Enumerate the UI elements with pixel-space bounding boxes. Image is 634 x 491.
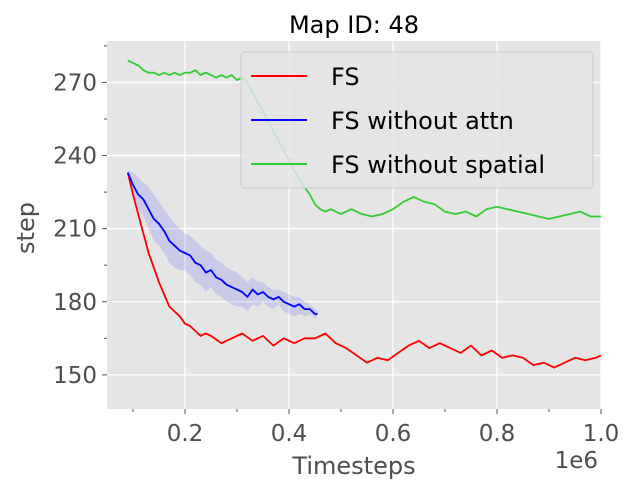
x-tick-label-0: 0.2 xyxy=(167,421,204,447)
legend-label-2: FS without spatial xyxy=(331,151,545,179)
y-tick-label-4: 270 xyxy=(53,70,97,96)
chart-title: Map ID: 48 xyxy=(289,11,419,39)
y-tick-label-2: 210 xyxy=(53,217,97,243)
legend: FS FS without attn FS without spatial xyxy=(240,51,594,189)
y-axis-label: step xyxy=(12,202,40,254)
x-axis-label: Timesteps xyxy=(291,452,415,480)
legend-label-1: FS without attn xyxy=(331,107,514,135)
x-tick-label-4: 1.0 xyxy=(583,421,620,447)
series-line-1 xyxy=(126,172,318,315)
axis-ticks: 0.2 0.4 0.6 0.8 1.0 150 180 210 240 270 xyxy=(53,45,620,447)
x-tick-label-2: 0.6 xyxy=(375,421,412,447)
legend-label-0: FS xyxy=(331,63,360,91)
legend-box xyxy=(240,51,594,189)
x-tick-label-3: 0.8 xyxy=(479,421,516,447)
y-tick-label-1: 180 xyxy=(53,290,97,316)
y-tick-label-3: 240 xyxy=(53,144,97,170)
series-line-0 xyxy=(126,172,602,369)
x-offset-label: 1e6 xyxy=(555,448,598,474)
x-tick-label-1: 0.4 xyxy=(271,421,308,447)
y-tick-label-0: 150 xyxy=(53,363,97,389)
